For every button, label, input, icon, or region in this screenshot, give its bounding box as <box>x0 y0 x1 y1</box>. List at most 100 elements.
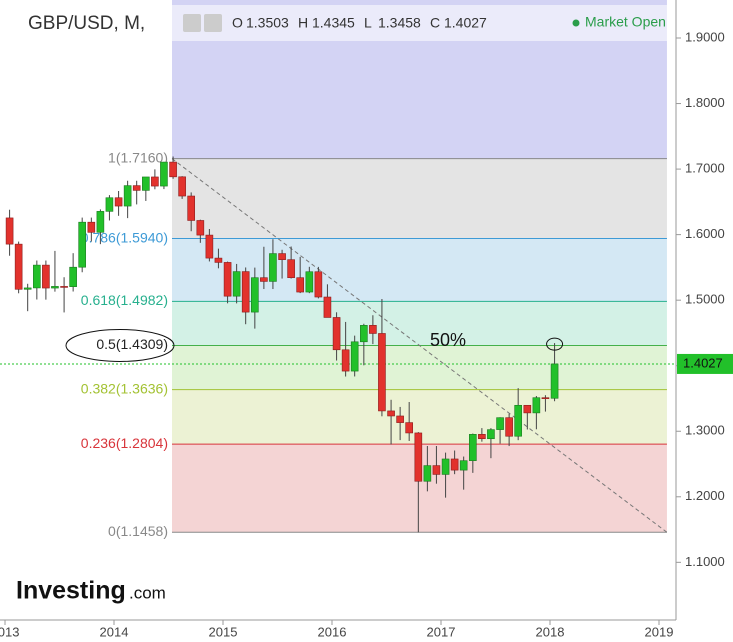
candle-body <box>169 161 177 178</box>
candle-body <box>378 333 386 412</box>
candle-body <box>423 465 432 482</box>
candle-body <box>178 176 186 197</box>
candle-body <box>296 277 304 293</box>
x-axis-bg <box>0 620 733 642</box>
candle-body <box>459 460 468 471</box>
candle-body <box>405 422 413 434</box>
y-tick-label: 1.1000 <box>685 554 725 569</box>
price-tag-label: 1.4027 <box>683 355 723 370</box>
candle-body <box>14 243 23 290</box>
candle-body <box>269 253 277 282</box>
highlight-ellipse <box>65 328 175 362</box>
candle-body <box>33 264 41 289</box>
x-tick-label: 2013 <box>0 624 19 639</box>
watermark: Investing <box>16 577 126 605</box>
y-tick-label: 1.2000 <box>685 488 725 503</box>
candle-body <box>323 296 332 318</box>
y-axis-bg <box>676 0 733 642</box>
candle-body <box>51 286 59 289</box>
fib-label: 0(1.1458) <box>108 523 168 539</box>
annotation: 50% <box>430 330 466 350</box>
candle-body <box>69 266 77 287</box>
candle-body <box>223 262 232 297</box>
price-tag <box>677 353 733 374</box>
x-tick-label: 2018 <box>536 624 565 639</box>
ohlc-letter: O <box>232 15 243 31</box>
candle-body <box>251 277 259 313</box>
y-tick-label: 1.5000 <box>685 292 725 307</box>
candle-body <box>441 458 450 475</box>
fib-label: 0.236(1.2804) <box>81 435 168 451</box>
candle-body <box>469 434 477 461</box>
candle-body <box>523 404 532 414</box>
candle-body <box>487 429 495 440</box>
candle-body <box>87 221 96 233</box>
candle-body <box>414 432 423 482</box>
candle-body <box>132 185 141 191</box>
candle-body <box>478 434 486 440</box>
candle-body <box>151 176 159 187</box>
highlight-circle <box>546 337 564 351</box>
fib-label: 0.618(1.4982) <box>81 292 168 308</box>
candle-body <box>205 234 214 259</box>
fib-band <box>171 345 667 390</box>
header-bg <box>0 5 670 41</box>
candle-body <box>305 271 314 293</box>
fib-label: 0.382(1.3636) <box>81 380 168 396</box>
trendline <box>171 158 668 533</box>
status: Market Open <box>585 14 666 30</box>
status-dot <box>572 19 580 27</box>
fib-band <box>171 158 667 239</box>
candle-body <box>96 211 105 233</box>
symbol: GBP/USD, M, <box>28 13 145 34</box>
candle-body <box>160 161 168 187</box>
candle-body <box>514 404 522 437</box>
watermark-suffix: .com <box>129 583 166 602</box>
fib-label: 1(1.7160) <box>108 149 168 165</box>
ohlc-letter: H <box>298 15 308 31</box>
candle-body <box>314 271 323 298</box>
y-tick-label: 1.6000 <box>685 226 725 241</box>
ohlc-letter: C <box>430 15 440 31</box>
candle-body <box>432 465 441 475</box>
candle-body <box>350 341 359 372</box>
candle-body <box>532 397 541 414</box>
ohlc-value: 1.3458 <box>378 15 421 31</box>
candle-body <box>42 264 50 289</box>
y-tick-label: 1.8000 <box>685 95 725 110</box>
candle-body <box>60 286 68 288</box>
candle-body <box>232 271 241 297</box>
ohlc-value: 1.4027 <box>444 15 487 31</box>
fib-label: 0.5(1.4309) <box>96 336 168 352</box>
candle-body <box>278 253 286 260</box>
candle-body <box>260 277 268 282</box>
candle-body <box>360 325 368 343</box>
ohlc-letter: L <box>364 15 372 31</box>
candle-body <box>541 397 550 399</box>
y-tick-label: 1.3000 <box>685 423 725 438</box>
candle-body <box>450 458 459 471</box>
candle-body <box>369 325 377 334</box>
candle-body <box>78 221 86 268</box>
candle-body <box>332 317 341 351</box>
y-tick-label: 1.9000 <box>685 29 725 44</box>
candle-body <box>241 271 250 313</box>
x-tick-label: 2016 <box>318 624 347 639</box>
candle-body <box>114 197 123 207</box>
icon-b <box>204 14 222 32</box>
candle-body <box>214 257 223 263</box>
candle-body <box>341 349 350 372</box>
x-tick-label: 2017 <box>427 624 456 639</box>
icon-a <box>183 14 201 32</box>
candle-body <box>187 195 195 221</box>
candle-body <box>196 220 205 236</box>
candle-body <box>387 410 395 417</box>
x-tick-label: 2019 <box>645 624 674 639</box>
candle-body <box>23 287 32 290</box>
x-tick-label: 2014 <box>100 624 129 639</box>
candle-body <box>505 417 513 437</box>
fib-label: 0.786(1.5940) <box>81 229 168 245</box>
candle-body <box>287 259 295 278</box>
